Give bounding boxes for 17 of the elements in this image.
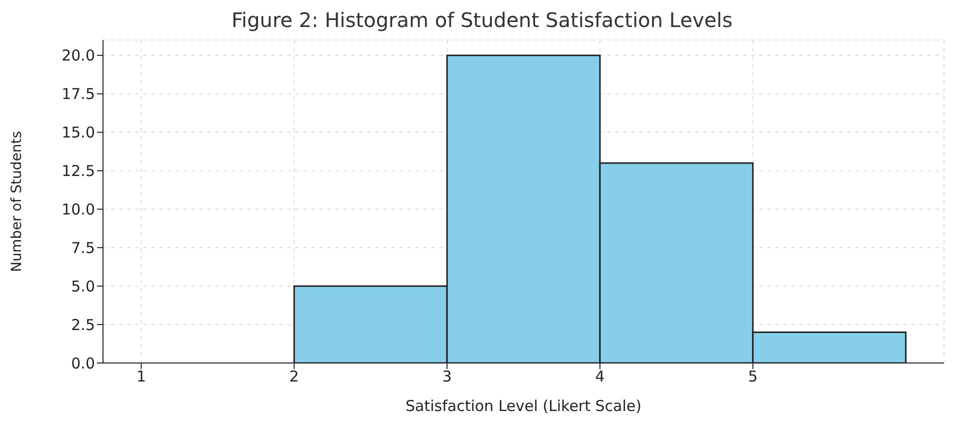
y-tick-label: 7.5 <box>71 238 95 257</box>
x-axis-title: Satisfaction Level (Likert Scale) <box>406 397 642 415</box>
y-tick-label: 0.0 <box>71 354 95 372</box>
y-tick-label: 5.0 <box>71 277 95 296</box>
chart-title: Figure 2: Histogram of Student Satisfaction Levels <box>230 8 734 32</box>
x-tick-label: 5 <box>748 368 758 386</box>
y-tick-label: 2.5 <box>71 316 95 334</box>
y-tick-label: 15.0 <box>62 124 95 142</box>
y-tick-label: 12.5 <box>62 162 95 180</box>
y-tick-label: 10.0 <box>62 200 95 219</box>
x-tick-label: 1 <box>136 368 146 386</box>
x-tick-label: 2 <box>289 368 299 386</box>
x-tick-label: 4 <box>595 368 605 386</box>
y-axis-title: Number of Students <box>8 130 25 272</box>
y-tick-label: 20.0 <box>62 46 95 65</box>
y-tick-label: 17.5 <box>62 85 95 104</box>
x-tick-label: 3 <box>442 368 452 386</box>
